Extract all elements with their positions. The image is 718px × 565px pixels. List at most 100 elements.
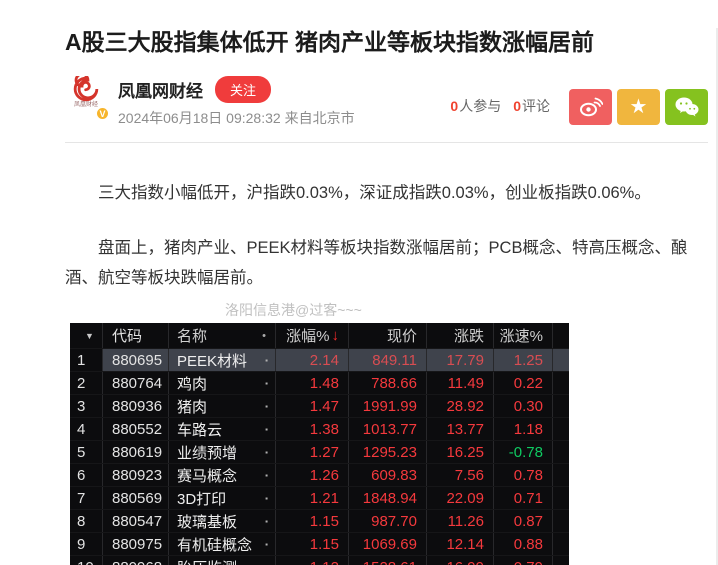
row-rank: 1 [70,349,103,371]
change-value: 22.09 [427,487,494,509]
follow-button[interactable]: 关注 [215,76,272,103]
stock-name-cell[interactable]: 玻璃基板 ▪ [169,510,276,532]
stock-name-cell[interactable]: 猪肉 ▪ [169,395,276,417]
speed-pct-value: 1.25 [494,349,553,371]
stock-code[interactable]: 880569 [103,487,169,509]
stock-name-cell[interactable]: 胎压监测 ▪ [169,556,276,565]
verified-badge-icon: V [95,106,110,121]
table-row[interactable]: 6 880923 赛马概念 ▪ 1.26 609.83 7.56 0.78 [70,463,569,486]
spare-cell [553,418,569,440]
table-row[interactable]: 4 880552 车路云 ▪ 1.38 1013.77 13.77 1.18 [70,417,569,440]
square-marker-icon: ▪ [265,470,268,480]
publish-datetime: 2024年06月18日 09:28:32 来自北京市 [118,110,355,126]
stock-code[interactable]: 880764 [103,372,169,394]
participants-count: 0 [450,98,459,114]
paragraph-1: 三大指数小幅低开，沪指跌0.03%，深证成指跌0.03%，创业板指跌0.06%。 [98,184,651,202]
column-header-name[interactable]: 名称 • [169,323,276,348]
column-header-change-pct[interactable]: 涨幅% ↓ [276,323,349,348]
stock-name: 赛马概念 [177,467,238,485]
stock-name-cell[interactable]: 有机硅概念 ▪ [169,533,276,555]
row-rank: 8 [70,510,103,532]
change-value: 11.49 [427,372,494,394]
dot-icon: • [262,329,266,342]
article-body: 三大指数小幅低开，沪指跌0.03%，深证成指跌0.03%，创业板指跌0.06%。… [65,178,706,293]
column-header-code[interactable]: 代码 [103,323,169,348]
table-row[interactable]: 9 880975 有机硅概念 ▪ 1.15 1069.69 12.14 0.88 [70,532,569,555]
sort-desc-arrow-icon: ↓ [331,327,340,344]
price-value: 788.66 [349,372,427,394]
table-row[interactable]: 7 880569 3D打印 ▪ 1.21 1848.94 22.09 0.71 [70,486,569,509]
participants-label: 人参与 [459,98,502,114]
price-value: 1013.77 [349,418,427,440]
paragraph-2: 盘面上，猪肉产业、PEEK材料等板块指数涨幅居前；PCB概念、特高压概念、酿酒、… [65,239,688,287]
column-header-spare [553,323,569,348]
price-value: 609.83 [349,464,427,486]
square-marker-icon: ▪ [265,516,268,526]
stock-name-cell[interactable]: 车路云 ▪ [169,418,276,440]
stock-code[interactable]: 880968 [103,556,169,565]
comments-stat[interactable]: 0评论 [513,98,550,114]
stock-code[interactable]: 880936 [103,395,169,417]
speed-pct-value: 0.22 [494,372,553,394]
column-header-price[interactable]: 现价 [349,323,427,348]
stock-name: 鸡肉 [177,375,208,393]
table-row[interactable]: 10 880968 胎压监测 ▪ 1.12 1528.61 16.99 0.79 [70,555,569,565]
change-pct-value: 1.27 [276,441,349,463]
stock-code[interactable]: 880923 [103,464,169,486]
price-value: 1991.99 [349,395,427,417]
stock-name-cell[interactable]: 3D打印 ▪ [169,487,276,509]
square-marker-icon: ▪ [265,563,275,565]
stock-name: 猪肉 [177,398,208,416]
stock-code[interactable]: 880619 [103,441,169,463]
stock-name-cell[interactable]: 业绩预增 ▪ [169,441,276,463]
speed-pct-value: 0.30 [494,395,553,417]
favorite-share-button[interactable]: ★ [617,89,660,125]
table-row[interactable]: 3 880936 猪肉 ▪ 1.47 1991.99 28.92 0.30 [70,394,569,417]
price-value: 987.70 [349,510,427,532]
sort-all-header[interactable]: ▼ [70,323,103,348]
stock-code[interactable]: 880975 [103,533,169,555]
header-divider [65,142,708,143]
price-value: 849.11 [349,349,427,371]
stock-name-cell[interactable]: PEEK材料 ▪ [169,349,276,371]
table-row[interactable]: 1 880695 PEEK材料 ▪ 2.14 849.11 17.79 1.25 [70,348,569,371]
column-header-speed-pct[interactable]: 涨速% [494,323,553,348]
row-rank: 7 [70,487,103,509]
avatar-caption: 凤凰财经 [73,102,98,108]
stock-code[interactable]: 880547 [103,510,169,532]
spare-cell [553,441,569,463]
stock-name-cell[interactable]: 赛马概念 ▪ [169,464,276,486]
square-marker-icon: ▪ [265,424,268,434]
participants-stat[interactable]: 0人参与 [450,98,501,114]
phoenix-logo-icon [73,76,99,102]
row-rank: 2 [70,372,103,394]
table-row[interactable]: 2 880764 鸡肉 ▪ 1.48 788.66 11.49 0.22 [70,371,569,394]
comments-count: 0 [513,98,521,114]
spare-cell [553,533,569,555]
change-value: 7.56 [427,464,494,486]
row-rank: 3 [70,395,103,417]
speed-pct-value: 1.18 [494,418,553,440]
speed-pct-value: 0.87 [494,510,553,532]
table-row[interactable]: 8 880547 玻璃基板 ▪ 1.15 987.70 11.26 0.87 [70,509,569,532]
row-rank: 9 [70,533,103,555]
weibo-share-button[interactable] [569,89,612,125]
stock-name: 车路云 [177,421,223,439]
stock-name-cell[interactable]: 鸡肉 ▪ [169,372,276,394]
engagement-stats: 0人参与 0评论 [450,96,550,116]
stock-name: 3D打印 [177,490,227,508]
source-name[interactable]: 凤凰网财经 [118,82,203,101]
spare-cell [553,487,569,509]
change-value: 17.79 [427,349,494,371]
column-header-change[interactable]: 涨跌 [427,323,494,348]
source-avatar[interactable]: 凤凰财经 V [65,76,110,121]
stock-code[interactable]: 880552 [103,418,169,440]
speed-pct-value: 0.79 [494,556,553,565]
stock-code[interactable]: 880695 [103,349,169,371]
stock-table-body: 1 880695 PEEK材料 ▪ 2.14 849.11 17.79 1.25 … [70,348,569,565]
change-pct-value: 1.47 [276,395,349,417]
source-info: 凤凰网财经 关注 2024年06月18日 09:28:32 来自北京市 [118,76,355,128]
row-rank: 5 [70,441,103,463]
table-row[interactable]: 5 880619 业绩预增 ▪ 1.27 1295.23 16.25 -0.78 [70,440,569,463]
wechat-share-button[interactable] [665,89,708,125]
